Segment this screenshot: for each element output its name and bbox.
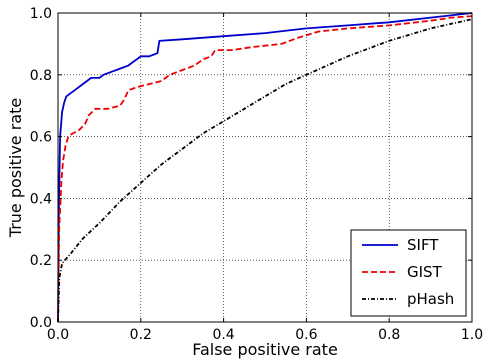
y-tick-label: 1.0 <box>30 6 52 22</box>
x-tick-label: 1.0 <box>461 327 483 343</box>
y-axis-title: True positive rate <box>6 98 25 238</box>
series-lines <box>57 12 473 323</box>
x-tick-label: 0.0 <box>47 327 69 343</box>
x-tick-label: 0.2 <box>130 327 152 343</box>
y-tick-label: 0.0 <box>30 315 52 331</box>
x-tick-label: 0.6 <box>295 327 317 343</box>
legend-label-sift: SIFT <box>407 236 439 254</box>
y-tick-label: 0.4 <box>30 191 52 207</box>
x-tick-label: 0.4 <box>212 327 234 343</box>
legend-label-phash: pHash <box>407 290 454 308</box>
plot-frame <box>57 12 473 323</box>
y-tick-label: 0.2 <box>30 253 52 269</box>
x-axis-title: False positive rate <box>192 340 338 359</box>
series-line-sift <box>57 12 473 323</box>
series-line-gist <box>57 15 473 323</box>
axis-ticks: 0.0 0.2 0.4 0.6 0.8 1.0 0.0 0.2 0.4 0.6 0.8 1.0 <box>30 6 483 343</box>
legend: SIFT GIST pHash <box>350 229 467 317</box>
legend-label-gist: GIST <box>407 263 443 281</box>
y-tick-label: 0.8 <box>30 68 52 84</box>
series-line-phash <box>57 18 473 323</box>
x-tick-label: 0.8 <box>378 327 400 343</box>
y-tick-label: 0.6 <box>30 130 52 146</box>
